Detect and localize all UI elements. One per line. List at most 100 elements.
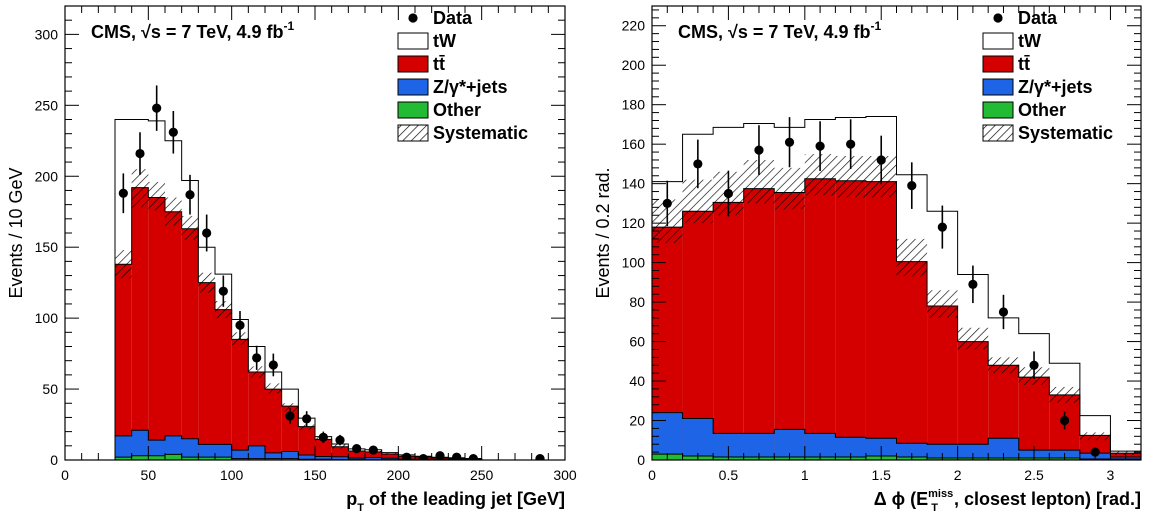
legend: Data tW tt̄ Z/γ*+jets Other Systematic <box>397 8 528 143</box>
syst-band-1 <box>131 169 149 208</box>
data-point-16 <box>402 452 412 460</box>
bar-Zjets-7 <box>231 450 249 460</box>
bar-tt-5 <box>804 178 836 460</box>
legend-swatch <box>982 124 1014 142</box>
bar-Zjets-4 <box>181 438 199 460</box>
x-tick-label: 0.5 <box>719 467 739 483</box>
bar-tt-3 <box>743 188 775 460</box>
bar-tt-8 <box>896 261 928 460</box>
legend-label: tt̄ <box>1018 54 1030 74</box>
bar-tt-1 <box>131 187 149 460</box>
legend-marker <box>408 13 418 23</box>
data-point-20 <box>468 453 478 460</box>
y-tick-label: 100 <box>622 255 646 271</box>
bar-tt-5 <box>198 282 215 460</box>
bar-tt-11 <box>298 426 315 460</box>
bar-Zjets-15 <box>365 457 382 460</box>
syst-band-13 <box>1049 386 1080 403</box>
y-tick-label: 200 <box>35 168 59 184</box>
legend-label: Systematic <box>433 123 528 143</box>
legend-label: Other <box>1018 100 1066 120</box>
bar-Zjets-16 <box>381 458 399 460</box>
bar-tt-4 <box>774 192 805 460</box>
bar-Other-7 <box>231 458 249 460</box>
experiment-label: CMS, √s = 7 TeV, 4.9 fb-1 <box>678 19 881 42</box>
bar-Zjets-0 <box>115 435 132 460</box>
data-point-14 <box>1090 447 1100 457</box>
bar-tt-16 <box>381 454 399 460</box>
bar-Other-4 <box>181 457 199 460</box>
bar-tt-2 <box>713 202 744 460</box>
bar-Zjets-8 <box>248 445 265 460</box>
y-tick-label: 200 <box>622 57 646 73</box>
experiment-label: CMS, √s = 7 TeV, 4.9 fb-1 <box>91 19 294 42</box>
data-point-9 <box>268 360 278 370</box>
data-point-1 <box>693 159 703 169</box>
x-tick-label: 300 <box>553 467 577 483</box>
bar-Zjets-11 <box>988 438 1019 460</box>
syst-band-4 <box>774 167 805 210</box>
data-point-5 <box>815 141 825 151</box>
bar-Zjets-1 <box>131 430 149 460</box>
legend-zjets: Z/γ*+jets <box>397 77 508 97</box>
x-tick-label: 250 <box>470 467 494 483</box>
stack-outline-1 <box>652 412 1141 460</box>
syst-band-2 <box>148 181 165 211</box>
legend-data: Data <box>993 8 1058 28</box>
x-tick-label: 2 <box>954 467 962 483</box>
data-point-6 <box>846 139 856 149</box>
bar-Zjets-13 <box>331 456 349 460</box>
bar-tt-0 <box>115 264 132 460</box>
y-tick-label: 150 <box>35 239 59 255</box>
bar-Zjets-10 <box>281 451 299 460</box>
data-point-2 <box>152 103 162 113</box>
bar-Zjets-9 <box>927 444 958 460</box>
bar-tt-10 <box>281 406 299 460</box>
syst-band-9 <box>265 383 282 394</box>
legend-label: tW <box>1018 31 1041 51</box>
bar-tt-2 <box>148 197 165 460</box>
bar-tt-9 <box>927 306 958 460</box>
data-point-17 <box>418 453 428 460</box>
legend-ttbar: tt̄ <box>982 54 1030 74</box>
data-point-12 <box>1029 360 1039 370</box>
legend-swatch <box>397 78 429 96</box>
data-point-4 <box>185 190 195 200</box>
data-point-11 <box>998 307 1009 317</box>
bar-Zjets-2 <box>148 440 165 460</box>
legend-label: Data <box>433 8 473 28</box>
syst-band-11 <box>298 424 315 431</box>
data-point-7 <box>235 320 245 330</box>
data-point-11 <box>302 414 312 424</box>
bar-tt-9 <box>265 389 282 460</box>
data-point-13 <box>335 435 345 445</box>
syst-band-14 <box>1079 432 1111 441</box>
syst-band-13 <box>331 444 349 449</box>
x-tick-label: 200 <box>387 467 411 483</box>
syst-band-3 <box>165 197 182 226</box>
x-axis-label: pT of the leading jet [GeV] <box>346 489 565 514</box>
bar-Zjets-12 <box>315 456 332 460</box>
x-tick-label: 1.5 <box>871 467 891 483</box>
data-point-2 <box>723 188 734 199</box>
legend-marker <box>993 13 1003 23</box>
bar-Other-6 <box>215 457 232 460</box>
panel-1: 0 50 100 150 200 250 300 0 50 100 150 200 250 300 Even… <box>6 5 577 514</box>
legend: Data tW tt̄ Z/γ*+jets Other Systematic <box>982 8 1113 143</box>
data-point-15 <box>368 445 378 455</box>
bar-Other-0 <box>115 457 132 460</box>
bar-Other-1 <box>131 455 149 460</box>
data-point-14 <box>352 444 362 454</box>
x-tick-label: 3 <box>1107 467 1115 483</box>
bar-Other-2 <box>148 455 165 460</box>
bar-tt-3 <box>165 211 182 460</box>
data-point-18 <box>435 451 445 460</box>
bar-Other-10 <box>281 458 299 460</box>
data-point-10 <box>285 411 295 421</box>
data-point-4 <box>784 137 795 147</box>
x-tick-label: 50 <box>141 467 157 483</box>
legend-other: Other <box>982 100 1066 120</box>
y-tick-label: 250 <box>35 97 59 113</box>
bar-tt-6 <box>215 309 232 460</box>
